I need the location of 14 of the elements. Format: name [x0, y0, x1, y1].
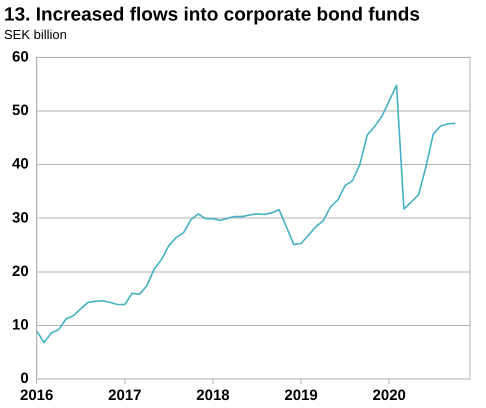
x-tick-label: 2016 — [20, 387, 54, 404]
y-tick-label: 40 — [12, 156, 29, 173]
chart-subtitle: SEK billion — [4, 27, 67, 42]
x-tick-label: 2018 — [196, 387, 230, 404]
y-tick-label: 30 — [12, 209, 29, 226]
y-tick-label: 0 — [20, 370, 29, 388]
chart-title: 13. Increased flows into corporate bond funds — [4, 4, 420, 26]
y-tick-label: 50 — [12, 102, 29, 120]
y-tick-label: 20 — [12, 262, 29, 280]
y-tick-label: 60 — [12, 48, 29, 66]
x-tick-label: 2017 — [108, 387, 142, 404]
x-tick-label: 2019 — [284, 387, 318, 404]
x-tick-label: 2020 — [372, 387, 406, 404]
y-tick-label: 10 — [12, 316, 29, 334]
